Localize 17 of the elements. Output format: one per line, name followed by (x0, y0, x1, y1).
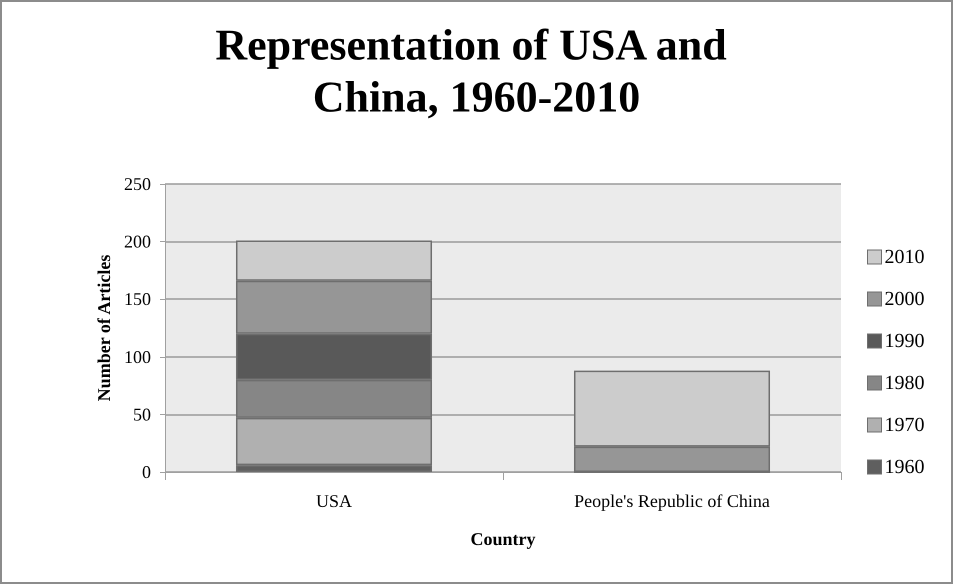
legend-label: 1960 (884, 456, 924, 478)
y-tick-label: 0 (142, 462, 151, 482)
y-tick-label: 150 (124, 289, 151, 310)
chart-title: Representation of USA and China, 1960-2010 (215, 20, 738, 122)
legend-label: 2010 (884, 246, 924, 268)
y-axis-title: Number of Articles (94, 254, 114, 402)
y-tick-label: 100 (124, 346, 151, 367)
x-tick-label: USA (316, 491, 352, 511)
legend-label: 1970 (884, 414, 924, 436)
x-axis-title: Country (470, 529, 536, 549)
legend-label: 1980 (884, 372, 924, 394)
y-tick-label: 50 (133, 404, 151, 424)
legend-label: 2000 (884, 288, 924, 310)
x-tick-label: People's Republic of China (574, 491, 770, 511)
y-tick-label: 200 (124, 232, 151, 252)
legend-label: 1990 (884, 330, 924, 352)
y-tick-label: 250 (124, 174, 151, 194)
